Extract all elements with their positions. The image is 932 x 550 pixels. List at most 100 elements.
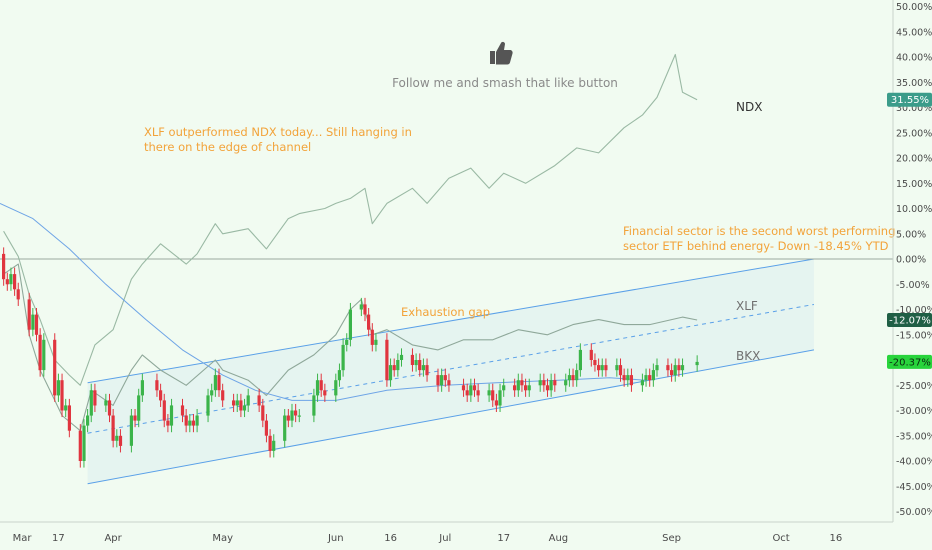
candle-body xyxy=(498,390,502,406)
candle-body xyxy=(695,361,699,366)
bkx-value-badge: -20.37% xyxy=(887,354,932,369)
candle-body xyxy=(494,400,498,406)
candle-body xyxy=(319,380,323,391)
x-tick-label: 17 xyxy=(52,533,65,544)
candle-body xyxy=(31,314,35,330)
x-tick-label: Oct xyxy=(772,533,789,544)
ndx-badge-text: 31.55% xyxy=(891,95,929,106)
x-tick-label: Jul xyxy=(438,533,451,544)
candle-body xyxy=(593,360,597,366)
candle-body xyxy=(516,380,520,391)
candle-body xyxy=(414,360,418,366)
x-tick-label: Aug xyxy=(549,533,569,544)
candle-body xyxy=(600,365,604,371)
candle-body xyxy=(221,390,225,401)
candle-body xyxy=(257,395,261,406)
candle-body xyxy=(337,370,341,381)
candle-body xyxy=(476,390,480,396)
candle-body xyxy=(443,375,447,381)
candle-body xyxy=(367,314,371,330)
y-tick-label: 45.00% xyxy=(896,27,932,38)
candle-body xyxy=(180,405,185,416)
candle-body xyxy=(60,380,64,411)
candle-body xyxy=(363,304,367,315)
financial-annotation-line1: Financial sector is the second worst per… xyxy=(623,224,895,238)
regression-channel-fill xyxy=(87,259,814,484)
y-tick-label: 35.00% xyxy=(896,78,932,89)
candle-body xyxy=(491,390,495,401)
y-tick-label: 15.00% xyxy=(896,179,932,190)
follow-annotation: Follow me and smash that like button xyxy=(392,76,618,90)
candle-body xyxy=(370,329,374,345)
candle-body xyxy=(217,375,221,391)
candle-body xyxy=(655,365,659,371)
candle-body xyxy=(290,410,294,421)
candle-body xyxy=(615,365,619,371)
candle-body xyxy=(67,405,71,431)
candle-body xyxy=(410,354,414,365)
candle-body xyxy=(538,380,542,386)
candle-body xyxy=(137,395,141,421)
candle-body xyxy=(115,435,119,441)
candle-body xyxy=(502,385,506,391)
candle-body xyxy=(549,380,553,391)
candle-body xyxy=(622,375,626,381)
candle-body xyxy=(27,299,31,330)
candle-body xyxy=(82,425,86,461)
candle-body xyxy=(524,385,528,391)
candle-body xyxy=(286,415,290,421)
candle-body xyxy=(487,390,491,396)
candle-body xyxy=(385,339,389,381)
series-line-moving-average xyxy=(0,202,647,401)
candle-body xyxy=(184,415,188,426)
y-tick-label: -5.00% xyxy=(896,280,930,291)
candle-body xyxy=(264,420,268,436)
candle-body xyxy=(111,415,115,441)
candle-body xyxy=(425,365,429,376)
candle-body xyxy=(472,385,477,391)
candle-body xyxy=(272,440,276,451)
candle-body xyxy=(315,380,320,396)
y-tick-label: -25.00% xyxy=(896,381,932,392)
candle-body xyxy=(42,339,46,371)
candle-body xyxy=(118,435,123,446)
x-tick-label: May xyxy=(212,533,233,544)
candle-body xyxy=(206,395,210,416)
candle-body xyxy=(564,380,568,386)
candle-body xyxy=(618,365,623,376)
candle-body xyxy=(232,400,236,406)
candle-body xyxy=(677,365,681,371)
candle-body xyxy=(235,400,239,406)
y-tick-label: -30.00% xyxy=(896,406,932,417)
candle-body xyxy=(86,415,90,426)
candle-body xyxy=(567,375,571,381)
candle-body xyxy=(670,370,674,376)
candle-body xyxy=(104,400,108,406)
candle-body xyxy=(469,385,473,396)
candle-body xyxy=(213,375,217,391)
candle-body xyxy=(155,380,159,391)
candle-body xyxy=(334,380,338,396)
candle-body xyxy=(396,360,400,371)
candle-body xyxy=(644,375,648,381)
candle-body xyxy=(553,380,557,386)
candle-body xyxy=(294,410,298,416)
candle-body xyxy=(575,370,579,381)
candle-body xyxy=(440,375,444,386)
candle-body xyxy=(191,420,195,426)
candle-body xyxy=(5,279,9,285)
candle-body xyxy=(312,395,316,416)
candle-body xyxy=(597,365,601,371)
ndx-value-badge: 31.55% xyxy=(887,92,932,107)
financial-annotation-line2: sector ETF behind energy- Down -18.45% Y… xyxy=(623,239,889,253)
candle-body xyxy=(436,375,440,386)
candle-body xyxy=(16,289,20,300)
candle-body xyxy=(56,380,60,396)
candle-body xyxy=(673,365,677,376)
candle-body xyxy=(571,375,575,381)
candle-body xyxy=(447,380,451,386)
candle-body xyxy=(604,365,608,371)
x-tick-label: 16 xyxy=(830,533,843,544)
